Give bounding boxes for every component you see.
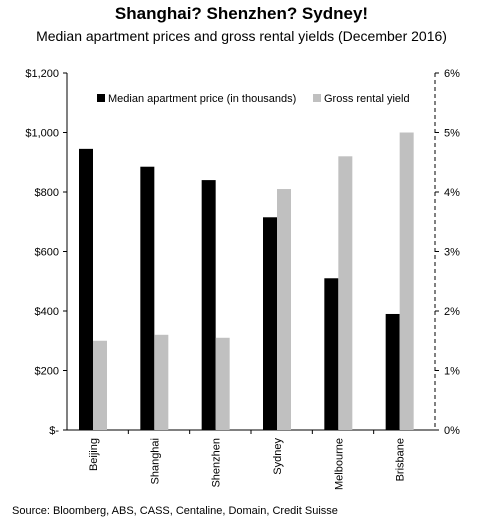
bar-price-sydney bbox=[263, 217, 277, 430]
legend-label-yield: Gross rental yield bbox=[324, 93, 410, 105]
category-label-beijing: Beijing bbox=[88, 438, 100, 471]
bar-price-melbourne bbox=[324, 278, 339, 430]
bar-price-shenzhen bbox=[201, 180, 216, 430]
bar-price-beijing bbox=[79, 148, 93, 431]
category-label-shanghai: Shanghai bbox=[149, 438, 161, 485]
bar-yield-melbourne bbox=[338, 156, 353, 431]
right-tick-label: 3% bbox=[444, 247, 460, 259]
legend-swatch-yield bbox=[313, 94, 321, 102]
left-tick-label: $1,200 bbox=[25, 68, 59, 80]
bar-price-shanghai bbox=[140, 166, 155, 430]
left-tick-label: $600 bbox=[35, 247, 59, 259]
axes bbox=[66, 73, 436, 431]
category-label-shenzhen: Shenzhen bbox=[211, 438, 223, 488]
bar-price-brisbane bbox=[385, 313, 400, 430]
right-tick-label: 6% bbox=[444, 68, 460, 80]
left-tick-label: $800 bbox=[35, 187, 59, 199]
legend-swatch-price bbox=[97, 94, 105, 102]
bar-yield-brisbane bbox=[399, 132, 414, 430]
left-tick-label: $200 bbox=[35, 366, 59, 378]
chart-title: Shanghai? Shenzhen? Sydney! bbox=[114, 4, 369, 23]
category-label-brisbane: Brisbane bbox=[395, 438, 407, 481]
bars bbox=[79, 132, 414, 431]
right-tick-label: 1% bbox=[444, 366, 460, 378]
category-label-sydney: Sydney bbox=[272, 438, 284, 475]
left-tick-label: $400 bbox=[35, 306, 59, 318]
right-tick-label: 4% bbox=[444, 187, 460, 199]
ticks: $- $200 $400 $600 $800 $1,000 $1,200 0% 1% 2% 3% 4%… bbox=[25, 68, 460, 437]
left-tick-label: $- bbox=[49, 425, 59, 437]
bar-yield-beijing bbox=[93, 340, 107, 430]
right-tick-label: 0% bbox=[444, 425, 460, 437]
legend-label-price: Median apartment price (in thousands) bbox=[108, 93, 296, 105]
chart-subtitle: Median apartment prices and gross rental… bbox=[36, 28, 447, 44]
category-label-melbourne: Melbourne bbox=[333, 438, 345, 490]
legend: Median apartment price (in thousands) Gr… bbox=[97, 93, 410, 105]
bar-yield-shenzhen bbox=[215, 337, 230, 430]
source-note: Source: Bloomberg, ABS, CASS, Centaline,… bbox=[12, 505, 338, 517]
right-tick-label: 5% bbox=[444, 128, 460, 140]
bar-yield-sydney bbox=[277, 189, 291, 430]
left-tick-label: $1,000 bbox=[25, 128, 59, 140]
right-tick-label: 2% bbox=[444, 306, 460, 318]
bar-yield-shanghai bbox=[154, 334, 169, 430]
category-labels: Beijing Shanghai Shenzhen Sydney Melbourne Br… bbox=[88, 438, 407, 490]
